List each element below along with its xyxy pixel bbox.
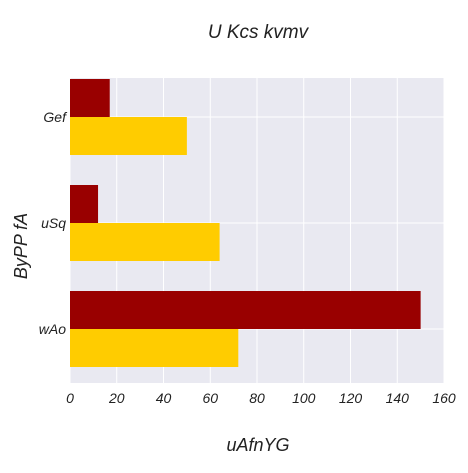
x-axis-ticks: 0 20 40 60 80 100 120 140 160 bbox=[66, 390, 456, 406]
bar-series-1-wAo bbox=[70, 291, 421, 329]
bar-series-0-wAo bbox=[70, 329, 239, 367]
bar-series-0-uSq bbox=[70, 223, 220, 261]
chart-title: U Kcs kvmv bbox=[208, 22, 310, 43]
bar-series-0-Gef bbox=[70, 117, 187, 155]
bar-series-1-Gef bbox=[70, 79, 110, 117]
x-tick-label: 60 bbox=[202, 390, 218, 406]
y-tick-label: uSq bbox=[41, 215, 66, 231]
x-axis-label: uAfnYG bbox=[226, 435, 289, 455]
y-axis-ticks: wAo uSq Gef bbox=[39, 109, 68, 337]
x-tick-label: 140 bbox=[386, 390, 410, 406]
y-axis-label: ByPP fA bbox=[11, 213, 31, 279]
y-tick-label: wAo bbox=[39, 321, 66, 337]
x-tick-label: 20 bbox=[108, 390, 125, 406]
x-tick-label: 0 bbox=[66, 390, 74, 406]
x-tick-label: 100 bbox=[292, 390, 316, 406]
x-tick-label: 80 bbox=[249, 390, 265, 406]
bar-series-1-uSq bbox=[70, 185, 99, 223]
x-tick-label: 40 bbox=[156, 390, 172, 406]
y-tick-label: Gef bbox=[43, 109, 68, 125]
x-tick-label: 160 bbox=[432, 390, 456, 406]
x-tick-label: 120 bbox=[339, 390, 363, 406]
bars bbox=[70, 79, 421, 367]
